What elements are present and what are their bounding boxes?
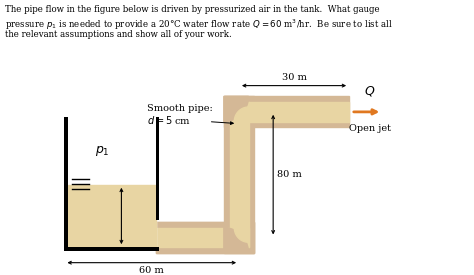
- Text: Smooth pipe:: Smooth pipe:: [147, 104, 213, 114]
- Bar: [155, 222, 254, 253]
- Text: 60 m: 60 m: [139, 266, 164, 275]
- Bar: [224, 96, 349, 127]
- Text: pressure $p_1$ is needed to provide a 20°C water flow rate $Q = 60$ m$^3$/hr.  B: pressure $p_1$ is needed to provide a 20…: [5, 18, 392, 32]
- Polygon shape: [224, 228, 248, 253]
- Polygon shape: [234, 107, 248, 122]
- Polygon shape: [234, 228, 248, 242]
- Bar: [68, 185, 155, 247]
- Bar: [229, 102, 349, 122]
- Bar: [64, 247, 159, 251]
- Text: 30 m: 30 m: [282, 73, 307, 82]
- Bar: [224, 96, 254, 253]
- Bar: [155, 222, 254, 253]
- Text: 80 m: 80 m: [277, 170, 302, 179]
- Bar: [155, 117, 159, 220]
- Bar: [229, 102, 248, 247]
- Bar: [155, 228, 248, 247]
- Text: $p_1$: $p_1$: [95, 144, 110, 158]
- Bar: [64, 117, 68, 251]
- Text: the relevant assumptions and show all of your work.: the relevant assumptions and show all of…: [5, 30, 231, 39]
- Polygon shape: [224, 96, 248, 122]
- Text: The pipe flow in the figure below is driven by pressurized air in the tank.  Wha: The pipe flow in the figure below is dri…: [5, 5, 379, 14]
- Text: $Q$: $Q$: [364, 84, 375, 98]
- Text: 10 m: 10 m: [125, 211, 150, 221]
- Text: Open jet: Open jet: [349, 123, 391, 133]
- Bar: [68, 117, 155, 247]
- Text: $d = 5$ cm: $d = 5$ cm: [147, 114, 191, 126]
